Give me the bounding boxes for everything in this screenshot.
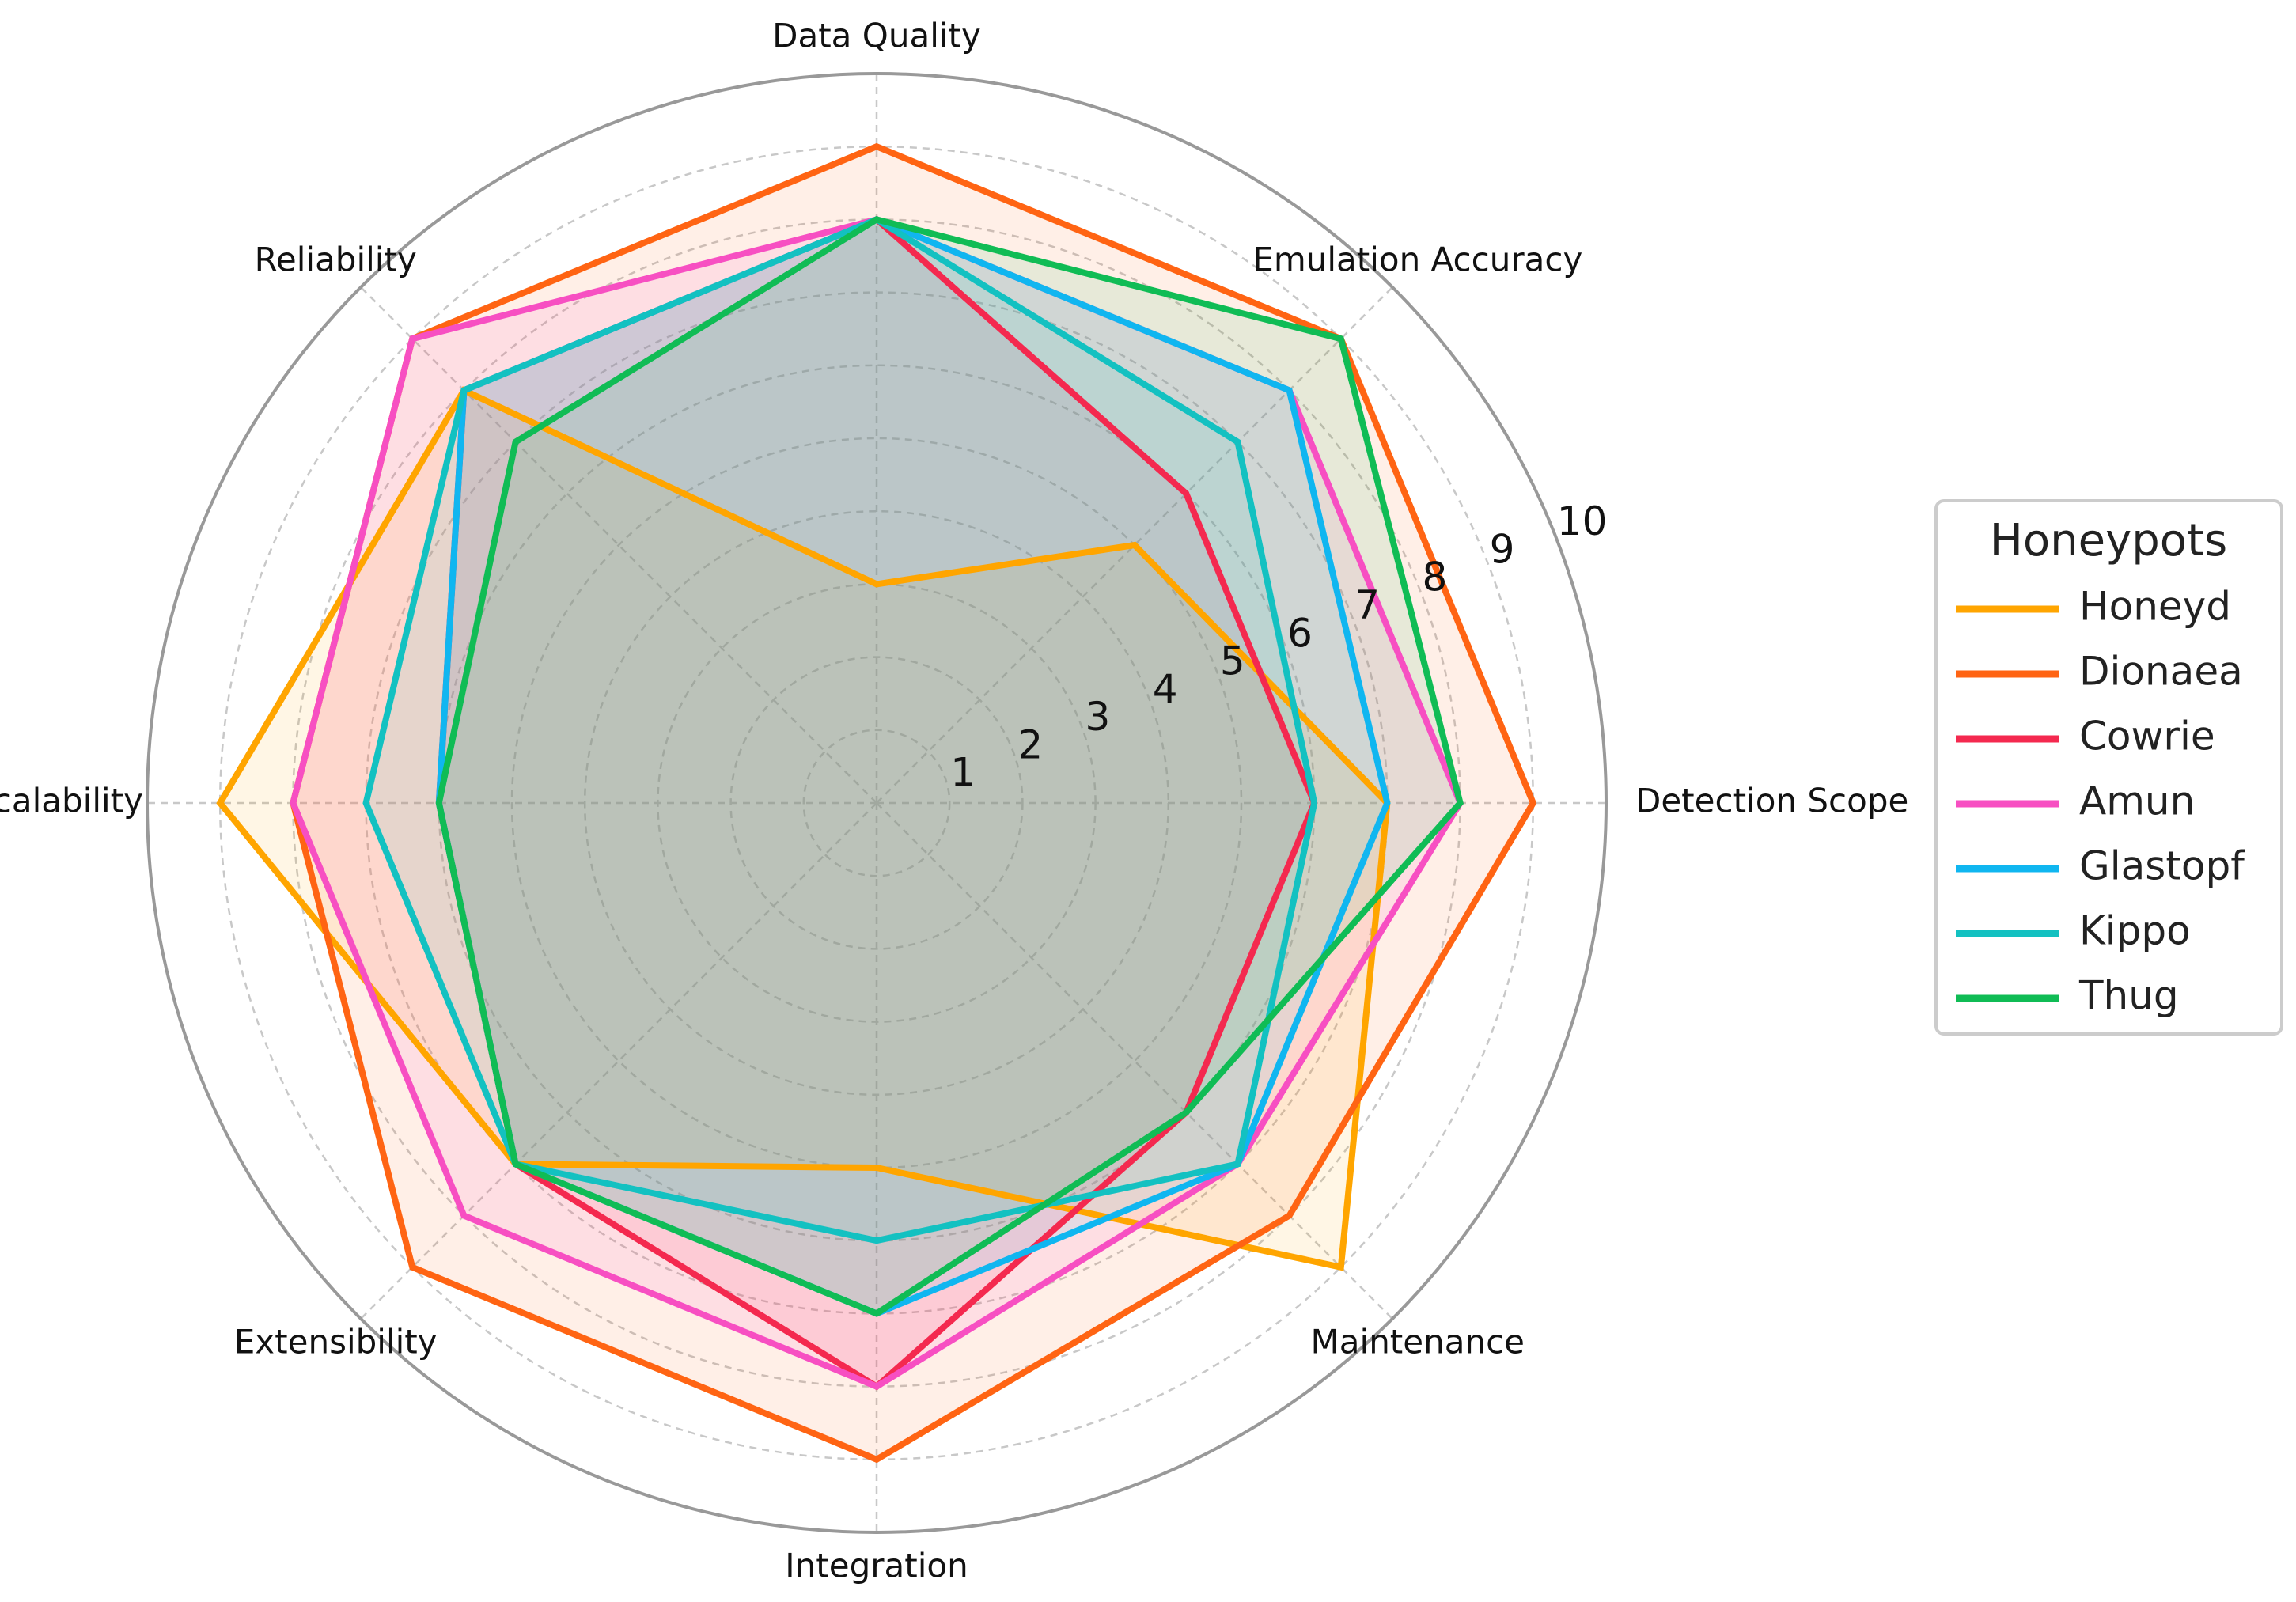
axis-label-detection-scope: Detection Scope <box>1635 782 1908 820</box>
legend-label-kippo: Kippo <box>2079 908 2191 954</box>
series-fill-amun <box>293 219 1461 1387</box>
axis-label-scalability: Scalability <box>0 782 143 820</box>
radial-tick-3: 3 <box>1085 694 1111 740</box>
legend-title: Honeypots <box>1990 515 2227 566</box>
legend-label-honeyd: Honeyd <box>2079 584 2231 630</box>
axis-label-extensibility: Extensibility <box>234 1322 438 1361</box>
radial-tick-9: 9 <box>1490 526 1515 572</box>
axis-label-integration: Integration <box>785 1547 968 1585</box>
axis-label-emulation-accuracy: Emulation Accuracy <box>1252 240 1582 279</box>
series-fill-kippo <box>366 219 1315 1241</box>
legend-label-dionaea: Dionaea <box>2079 649 2243 695</box>
series-fill-honeyd <box>220 390 1388 1267</box>
series-fill-thug <box>438 219 1461 1314</box>
legend-label-cowrie: Cowrie <box>2079 714 2215 759</box>
outer-circle <box>146 72 1608 1534</box>
radial-tick-1: 1 <box>950 750 976 796</box>
legend-label-glastopf: Glastopf <box>2079 843 2245 889</box>
grid-spoke-7 <box>876 802 1393 1320</box>
outer-spine <box>146 72 1608 1534</box>
grid-circle-1 <box>802 729 951 877</box>
radial-tick-5: 5 <box>1220 638 1245 684</box>
radial-tick-6: 6 <box>1287 610 1313 656</box>
radial-tick-10: 10 <box>1557 498 1608 544</box>
series-line-kippo <box>362 215 1318 1244</box>
grid-spoke-3 <box>360 286 877 804</box>
radial-tick-8: 8 <box>1423 555 1448 600</box>
series-line-thug <box>435 216 1464 1317</box>
radial-tick-2: 2 <box>1017 721 1043 767</box>
series-line-honeyd <box>216 386 1391 1271</box>
axis-labels: Detection Scope Emulation Accuracy Data Qu… <box>0 17 1908 1585</box>
grid-spoke-5 <box>360 802 877 1320</box>
series-fills <box>220 146 1533 1460</box>
grid-spoke-1 <box>876 286 1393 804</box>
radial-tick-4: 4 <box>1153 666 1178 712</box>
legend-label-amun: Amun <box>2079 778 2195 824</box>
axis-label-reliability: Reliability <box>255 240 417 279</box>
series-fill-cowrie <box>438 219 1315 1387</box>
series-lines <box>216 142 1537 1464</box>
axis-label-maintenance: Maintenance <box>1311 1322 1525 1361</box>
radial-tick-7: 7 <box>1354 582 1380 628</box>
legend-frame <box>1934 499 2283 1036</box>
series-fill-dionaea <box>293 146 1533 1460</box>
legend: Honeypots Honeyd Dionaea Cowrie Amun Glastop… <box>1934 499 2283 1036</box>
axis-label-data-quality: Data Quality <box>772 17 981 55</box>
legend-label-thug: Thug <box>2078 973 2179 1019</box>
